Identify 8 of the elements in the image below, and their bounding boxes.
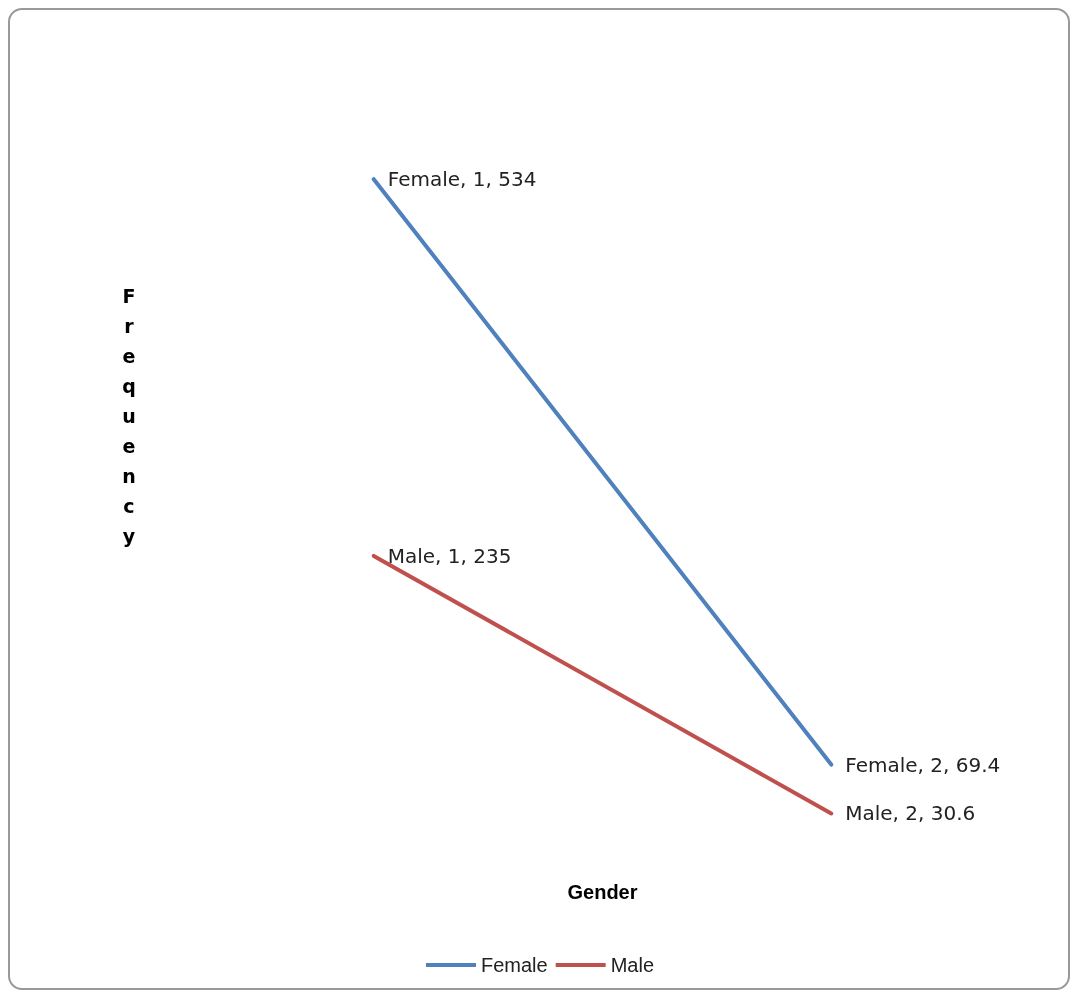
data-label: Female, 2, 69.4	[845, 752, 1001, 777]
legend-label: Female	[480, 954, 548, 976]
x-axis-title: Gender	[567, 881, 638, 903]
data-label: Female, 1, 534	[387, 167, 537, 192]
data-label: Male, 2, 30.6	[845, 801, 976, 826]
data-label: Male, 1, 235	[387, 543, 512, 568]
legend-label: Male	[610, 954, 655, 976]
y-axis-title: Frequency	[118, 285, 140, 555]
